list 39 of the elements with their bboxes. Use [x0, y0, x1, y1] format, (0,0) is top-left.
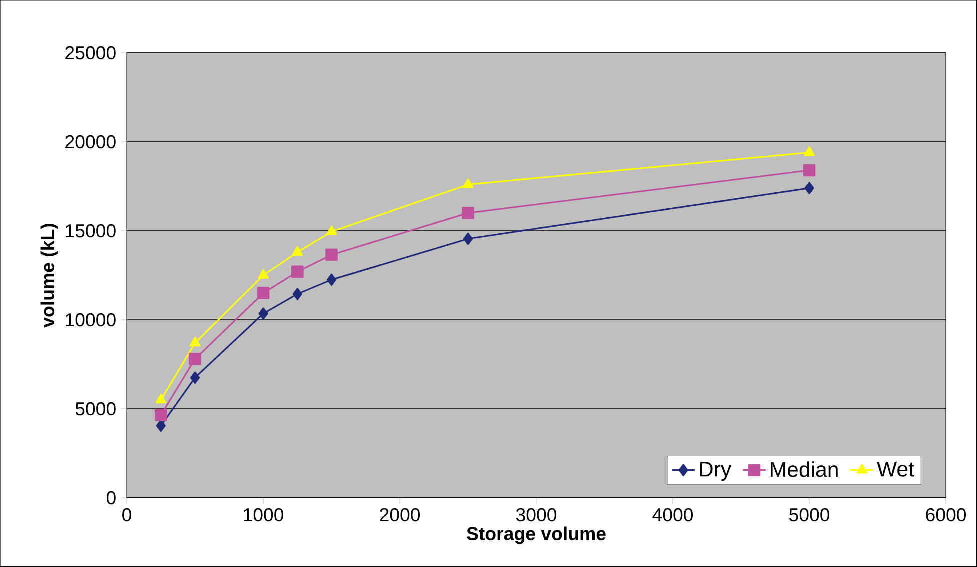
point: [326, 248, 338, 262]
y-tick-label: 0: [106, 491, 116, 505]
legend-label: Wet: [877, 462, 914, 477]
x-tick-label: 1000: [244, 508, 284, 522]
x-tick-label: 4000: [652, 508, 694, 522]
x-axis-title: Storage volume: [467, 526, 606, 544]
point: [257, 287, 270, 300]
x-tick-label: 5000: [789, 508, 830, 522]
y-tick-label: 10000: [66, 313, 116, 327]
point: [190, 337, 201, 347]
x-tick-label: 0: [122, 508, 132, 522]
y-tick-label: 15000: [66, 224, 116, 238]
point: [189, 353, 202, 366]
point: [156, 394, 167, 404]
legend-label: Dry: [700, 462, 732, 482]
point: [258, 269, 269, 279]
point: [804, 182, 814, 194]
point: [292, 246, 304, 256]
point: [154, 409, 168, 422]
x-tick-label: 6000: [926, 508, 966, 522]
y-tick-label: 5000: [76, 402, 116, 416]
y-tick-label: 20000: [66, 135, 116, 149]
point: [804, 146, 815, 156]
point: [156, 420, 166, 432]
point: [463, 232, 474, 246]
point: [190, 372, 200, 384]
x-tick-label: 2000: [380, 508, 420, 522]
point: [326, 274, 337, 286]
point: [258, 308, 268, 320]
point: [292, 288, 302, 300]
point: [326, 226, 338, 236]
point: [462, 207, 474, 220]
point: [803, 164, 816, 177]
y-tick-label: 25000: [66, 46, 116, 60]
x-tick-label: 3000: [516, 508, 557, 522]
point: [291, 266, 304, 278]
legend-label: Median: [771, 462, 838, 478]
point: [462, 178, 474, 188]
y-axis-title: volume (kL): [40, 224, 58, 328]
